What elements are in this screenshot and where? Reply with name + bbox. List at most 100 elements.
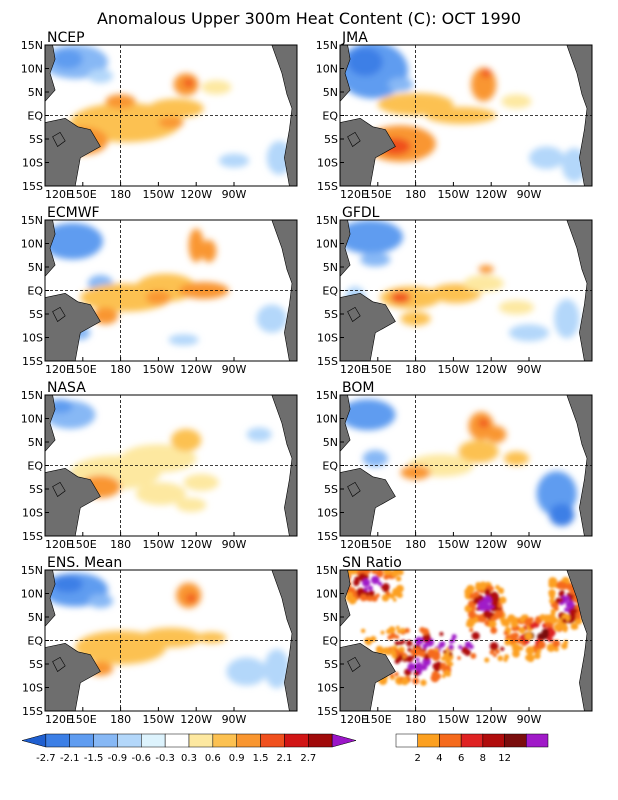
lon-tick-label: 90W bbox=[517, 713, 542, 726]
colorbar-label: 8 bbox=[480, 753, 486, 764]
sn-cell bbox=[396, 629, 402, 634]
lat-tick-label: 5N bbox=[28, 611, 43, 624]
anomaly-region bbox=[481, 68, 492, 78]
lat-tick-label: 15S bbox=[317, 180, 338, 193]
sn-cell bbox=[389, 593, 395, 599]
lon-tick-label: 120W bbox=[180, 713, 212, 726]
sn-cell bbox=[529, 623, 536, 630]
sn-cell bbox=[521, 614, 527, 620]
anomaly-region bbox=[201, 239, 217, 263]
sn-cell bbox=[439, 631, 444, 636]
land-mass bbox=[52, 306, 66, 322]
colorbar-swatch bbox=[141, 733, 166, 748]
sn-cell bbox=[516, 638, 523, 644]
colorbar-label: 1.5 bbox=[253, 753, 269, 764]
sn-cell bbox=[360, 628, 366, 634]
sn-cell bbox=[497, 587, 505, 594]
sn-cell bbox=[362, 578, 371, 587]
sn-cell bbox=[495, 584, 500, 590]
land-mass bbox=[566, 395, 592, 536]
lat-tick-label: 10S bbox=[22, 507, 43, 520]
sn-cell bbox=[549, 598, 555, 604]
sn-cell bbox=[503, 631, 508, 636]
colorbar-label: 2 bbox=[415, 753, 421, 764]
sn-cell bbox=[346, 591, 354, 599]
sn-cell bbox=[382, 586, 389, 593]
colorbar-label: 0.6 bbox=[205, 753, 221, 764]
sn-cell bbox=[377, 581, 383, 586]
land-mass bbox=[566, 45, 592, 186]
anomaly-region bbox=[176, 497, 207, 513]
sn-cell bbox=[489, 641, 499, 651]
sn-cell bbox=[458, 645, 463, 650]
lon-tick-label: 150W bbox=[437, 363, 469, 376]
colorbar-swatch bbox=[526, 733, 549, 748]
sn-cell bbox=[561, 642, 568, 650]
panel-label: ECMWF bbox=[47, 205, 100, 221]
sn-cell bbox=[499, 596, 507, 604]
lon-tick-label: 150W bbox=[142, 713, 174, 726]
colorbar-label: 2.1 bbox=[276, 753, 292, 764]
sn-cell bbox=[445, 671, 451, 677]
lat-tick-label: 10S bbox=[22, 682, 43, 695]
lat-tick-label: 10S bbox=[22, 332, 43, 345]
colorbar-label: -2.1 bbox=[60, 753, 80, 764]
lat-tick-label: 5S bbox=[29, 308, 43, 321]
lon-tick-label: 180 bbox=[405, 188, 426, 201]
lat-tick-label: 10N bbox=[316, 588, 338, 601]
lon-tick-label: 120E bbox=[45, 713, 73, 726]
lat-tick-label: 15N bbox=[316, 214, 338, 227]
sn-cell bbox=[474, 598, 480, 604]
lat-tick-label: EQ bbox=[322, 635, 338, 648]
sn-cell bbox=[524, 632, 533, 641]
colorbar-label: -2.7 bbox=[36, 753, 56, 764]
sn-cell bbox=[432, 662, 440, 670]
sn-ratio-colorbar: 2 4 6 8 12 bbox=[395, 733, 549, 764]
sn-cell bbox=[383, 570, 392, 576]
lat-tick-label: 10S bbox=[317, 157, 338, 170]
sn-cell bbox=[510, 620, 518, 628]
sn-cell bbox=[395, 625, 400, 630]
lat-tick-label: 10N bbox=[21, 238, 43, 251]
sn-cell bbox=[464, 649, 471, 656]
colorbar-label: 6 bbox=[458, 753, 464, 764]
sn-cell bbox=[469, 628, 474, 632]
sn-cell bbox=[492, 653, 497, 658]
lat-tick-label: 10N bbox=[21, 588, 43, 601]
colorbar-swatch bbox=[504, 733, 527, 748]
lat-tick-label: 5S bbox=[324, 658, 338, 671]
colorbar-label: 0.3 bbox=[181, 753, 197, 764]
lat-tick-label: 5S bbox=[324, 483, 338, 496]
sn-cell bbox=[419, 650, 426, 658]
sn-cell bbox=[495, 649, 500, 654]
panel-label: GFDL bbox=[342, 205, 380, 221]
sn-cell bbox=[353, 579, 360, 586]
lat-tick-label: 5N bbox=[323, 86, 338, 99]
lon-tick-label: 150E bbox=[364, 538, 392, 551]
sn-cell bbox=[389, 627, 396, 634]
land-mass bbox=[52, 481, 66, 497]
lon-tick-label: 180 bbox=[110, 538, 131, 551]
sn-cell bbox=[395, 592, 401, 598]
colorbar-swatch bbox=[188, 733, 214, 748]
sn-cell bbox=[548, 629, 555, 636]
lat-tick-label: 5N bbox=[323, 436, 338, 449]
lat-tick-label: 15N bbox=[316, 564, 338, 577]
sn-cell bbox=[368, 590, 375, 597]
sn-cell bbox=[420, 679, 427, 686]
anomaly-region bbox=[218, 153, 250, 168]
lon-tick-label: 180 bbox=[110, 363, 131, 376]
land-mass bbox=[271, 395, 297, 536]
lon-tick-label: 150E bbox=[69, 188, 97, 201]
panel-label: BOM bbox=[342, 380, 374, 396]
colorbar-label: 12 bbox=[498, 753, 511, 764]
sn-cell bbox=[554, 646, 559, 652]
sn-cell bbox=[547, 635, 552, 640]
sn-cell bbox=[552, 639, 561, 648]
sn-cell bbox=[525, 654, 532, 661]
sn-cell bbox=[520, 641, 525, 646]
anomaly-region bbox=[45, 222, 103, 260]
lon-tick-label: 150E bbox=[364, 713, 392, 726]
